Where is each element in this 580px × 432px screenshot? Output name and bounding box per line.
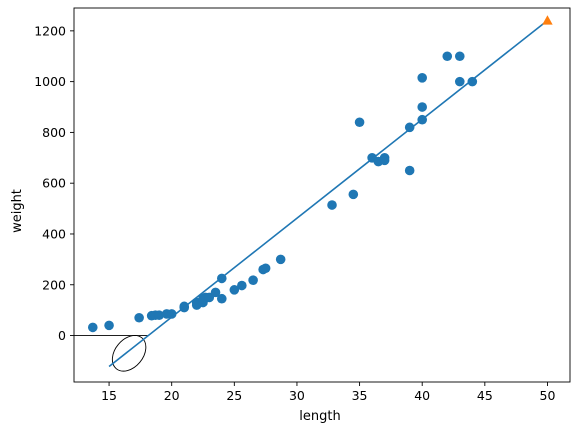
y-tick-label: 1200 [34,23,66,38]
data-point [229,285,240,295]
y-tick-label: 1000 [34,74,66,89]
x-tick-label: 30 [289,388,305,403]
y-tick-label: 400 [42,226,66,241]
data-point [237,280,247,291]
y-axis-ticks: 0 200 400 600 800 1000 1200 [34,23,74,343]
data-point [327,200,337,210]
predicted-point [542,15,553,25]
data-point [154,310,164,321]
data-point [260,263,271,274]
x-tick-label: 20 [164,388,180,403]
data-point [467,76,478,87]
plot-frame [73,7,571,383]
x-axis-label: length [299,409,340,424]
data-point [417,73,428,83]
data-point [454,76,465,87]
data-point [354,117,365,128]
x-tick-label: 25 [226,388,242,403]
data-point [348,189,359,200]
data-point [379,155,390,166]
data-point [166,309,177,319]
data-point [404,165,415,176]
data-point [442,51,453,62]
x-axis-ticks: 15 20 25 30 35 40 45 50 [101,382,555,403]
data-point [216,293,227,304]
y-axis-label: weight [10,189,25,233]
plot-content [74,19,548,372]
data-point [248,275,258,285]
x-tick-label: 50 [540,388,556,403]
data-point [417,102,428,112]
data-point [275,254,286,265]
x-tick-label: 40 [414,388,430,403]
data-point [87,322,98,333]
y-tick-label: 0 [58,328,66,343]
highlight-ellipse [111,335,147,372]
x-tick-label: 15 [101,388,117,403]
data-point [104,320,114,331]
x-tick-label: 45 [477,388,493,403]
regression-line [108,19,548,368]
y-tick-label: 600 [42,176,66,191]
data-point [404,122,415,133]
plot-area [73,7,571,383]
data-point [134,312,144,323]
y-tick-label: 800 [42,125,66,140]
x-tick-label: 35 [352,388,368,403]
data-point [210,287,221,298]
data-point [454,51,465,62]
y-tick-label: 200 [42,277,66,292]
